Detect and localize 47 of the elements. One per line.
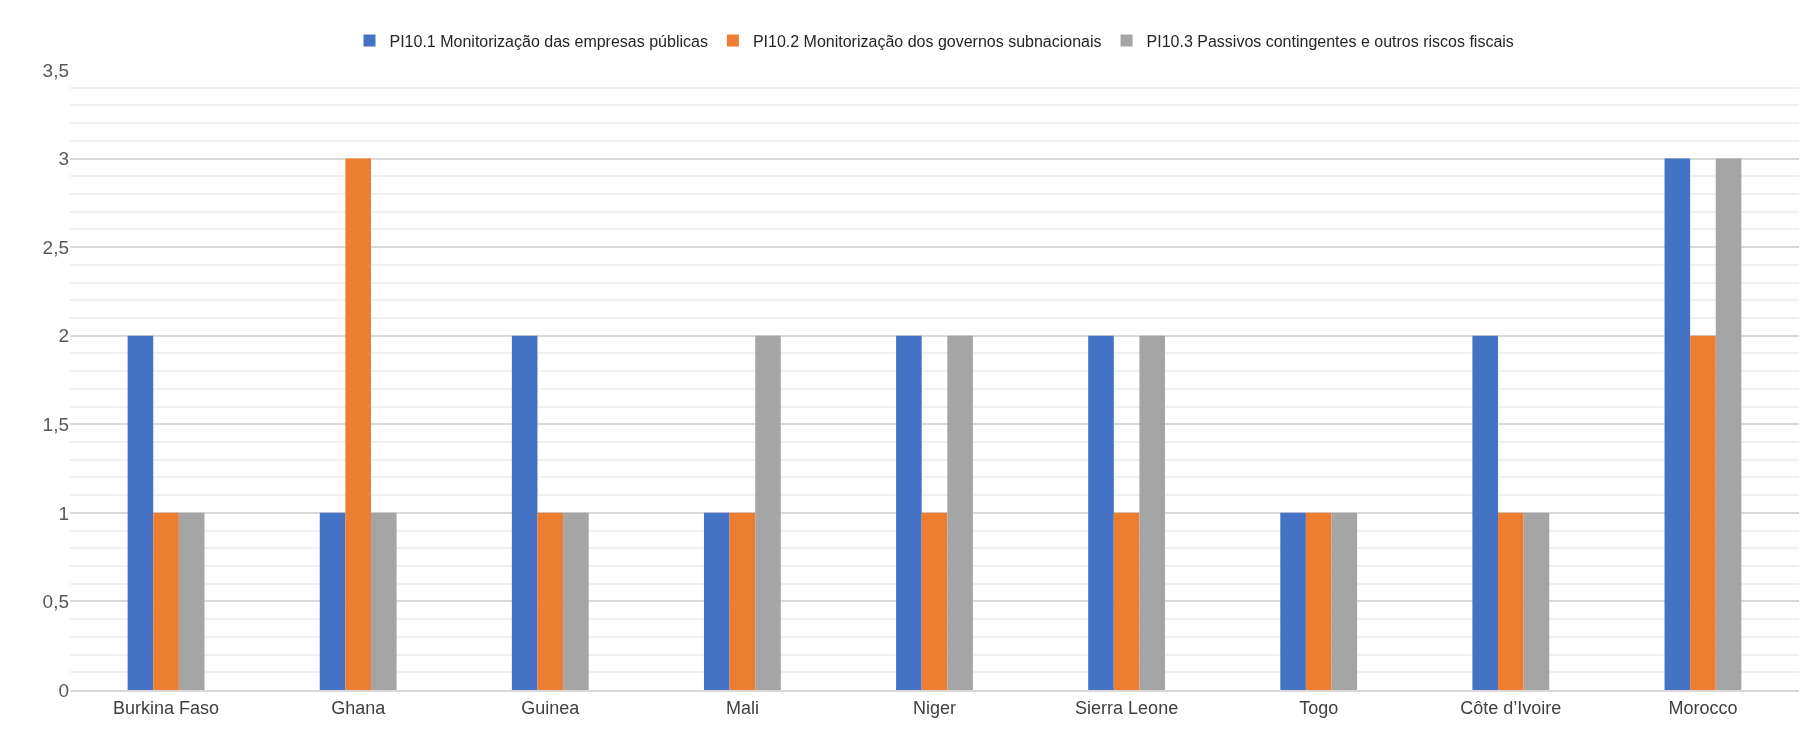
bar xyxy=(1331,512,1358,690)
x-tick-label: Burkina Faso xyxy=(113,697,220,718)
bar xyxy=(947,335,973,690)
y-tick-label: 3,5 xyxy=(42,59,69,81)
bar xyxy=(537,512,564,690)
x-tick-label: Togo xyxy=(1299,697,1339,718)
y-tick-label: 3 xyxy=(58,148,69,170)
bar xyxy=(1472,335,1499,690)
bar xyxy=(921,512,948,690)
bar xyxy=(1715,158,1742,690)
legend-label: PI10.2 Monitorização dos governos subnacionais xyxy=(752,32,1102,50)
bar xyxy=(1664,158,1691,690)
bar xyxy=(511,335,538,690)
x-tick-label: Mali xyxy=(725,697,759,718)
bar xyxy=(1305,512,1332,690)
bar xyxy=(563,512,589,690)
x-tick-label: Guinea xyxy=(521,697,581,718)
bar xyxy=(1139,335,1166,690)
y-tick-label: 0,5 xyxy=(42,591,69,613)
y-tick-label: 2,5 xyxy=(42,236,69,258)
bar xyxy=(896,335,922,690)
bar xyxy=(1280,512,1306,690)
y-tick-label: 1 xyxy=(58,502,69,524)
bar xyxy=(345,158,371,690)
bar xyxy=(1498,512,1524,690)
bar xyxy=(178,512,205,690)
bar xyxy=(755,335,781,690)
bar xyxy=(1113,512,1140,690)
bar xyxy=(319,512,346,690)
x-tick-label: Morocco xyxy=(1668,697,1738,718)
bar xyxy=(1690,335,1716,690)
bar xyxy=(729,512,756,690)
bar xyxy=(127,335,154,690)
y-tick-label: 0 xyxy=(58,679,69,701)
bar xyxy=(370,512,397,690)
bar xyxy=(1523,512,1550,690)
legend-label: PI10.3 Passivos contingentes e outros riscos fiscais xyxy=(1146,32,1514,50)
x-tick-label: Ghana xyxy=(331,697,387,718)
bar xyxy=(703,512,730,690)
x-tick-label: Côte d’Ivoire xyxy=(1460,697,1562,718)
bar xyxy=(153,512,179,690)
y-tick-label: 2 xyxy=(58,325,69,347)
x-tick-label: Niger xyxy=(912,697,957,718)
legend-label: PI10.1 Monitorização das empresas públicas xyxy=(389,32,708,50)
bar xyxy=(1088,335,1114,690)
x-tick-label: Sierra Leone xyxy=(1075,697,1179,718)
y-tick-label: 1,5 xyxy=(42,413,69,435)
